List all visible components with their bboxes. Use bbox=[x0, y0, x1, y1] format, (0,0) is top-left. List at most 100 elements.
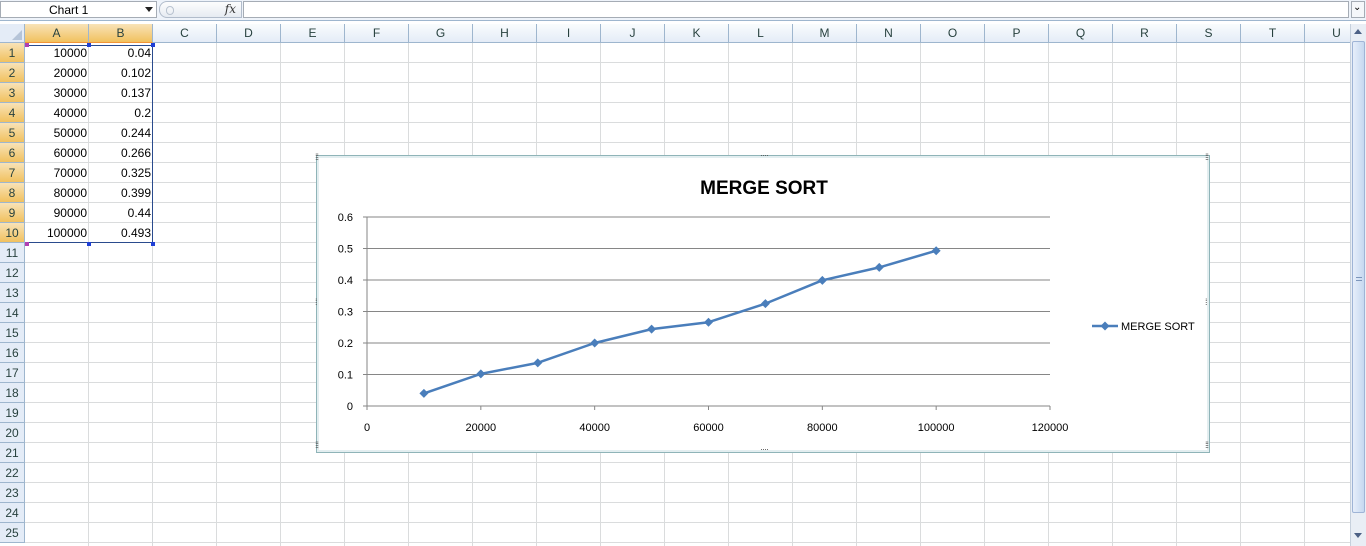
column-header-t[interactable]: T bbox=[1241, 24, 1305, 43]
cell-b9[interactable]: 0.44 bbox=[127, 206, 151, 220]
column-header-m[interactable]: M bbox=[793, 24, 857, 43]
formula-bar: Chart 1 fx ⌄ bbox=[0, 0, 1366, 21]
chart-object[interactable]: MERGE SORT 0 0.1 0.2 0.3 0.4 0.5 0.6 0 20000 40000… bbox=[315, 150, 1210, 454]
cell-b8[interactable]: 0.399 bbox=[120, 186, 151, 200]
cell-a1[interactable]: 10000 bbox=[53, 46, 87, 60]
insert-function-area: fx bbox=[159, 1, 242, 18]
row-header-18[interactable]: 18 bbox=[0, 383, 25, 403]
column-header-k[interactable]: K bbox=[665, 24, 729, 43]
column-header-q[interactable]: Q bbox=[1049, 24, 1113, 43]
y-tick-label: 0.3 bbox=[338, 307, 353, 319]
row-header-12[interactable]: 12 bbox=[0, 263, 25, 283]
row-header-13[interactable]: 13 bbox=[0, 283, 25, 303]
cell-a2[interactable]: 20000 bbox=[53, 66, 87, 80]
legend-marker bbox=[1100, 321, 1110, 331]
select-all-button[interactable] bbox=[0, 24, 25, 43]
row-header-7[interactable]: 7 bbox=[0, 163, 25, 183]
cell-a6[interactable]: 60000 bbox=[53, 146, 87, 160]
range-handle[interactable] bbox=[87, 242, 91, 246]
range-handle[interactable] bbox=[87, 43, 91, 47]
row-header-2[interactable]: 2 bbox=[0, 63, 25, 83]
cell-a4[interactable]: 40000 bbox=[53, 106, 87, 120]
column-header-b[interactable]: B bbox=[89, 24, 153, 43]
cell-a7[interactable]: 70000 bbox=[53, 166, 87, 180]
column-header-o[interactable]: O bbox=[921, 24, 985, 43]
column-header-s[interactable]: S bbox=[1177, 24, 1241, 43]
cell-b6[interactable]: 0.266 bbox=[120, 146, 151, 160]
chart-resize-handle[interactable]: ⁞⁞ bbox=[1205, 152, 1209, 162]
chart-resize-handle[interactable]: ⁞⁞ bbox=[1205, 440, 1209, 450]
range-handle[interactable] bbox=[151, 242, 155, 246]
cell-b10[interactable]: 0.493 bbox=[120, 226, 151, 240]
column-header-g[interactable]: G bbox=[409, 24, 473, 43]
selected-data-range bbox=[25, 45, 153, 243]
vertical-scrollbar[interactable] bbox=[1350, 24, 1366, 546]
cell-a3[interactable]: 30000 bbox=[53, 86, 87, 100]
row-header-17[interactable]: 17 bbox=[0, 363, 25, 383]
name-box[interactable]: Chart 1 bbox=[0, 1, 157, 18]
cell-a8[interactable]: 80000 bbox=[53, 186, 87, 200]
column-header-e[interactable]: E bbox=[281, 24, 345, 43]
row-header-22[interactable]: 22 bbox=[0, 463, 25, 483]
column-header-j[interactable]: J bbox=[601, 24, 665, 43]
column-header-d[interactable]: D bbox=[217, 24, 281, 43]
row-header-19[interactable]: 19 bbox=[0, 403, 25, 423]
column-header-c[interactable]: C bbox=[153, 24, 217, 43]
row-header-23[interactable]: 23 bbox=[0, 483, 25, 503]
data-point-2 bbox=[476, 369, 486, 379]
chart-resize-handle[interactable]: ⁞ bbox=[315, 297, 317, 307]
column-header-h[interactable]: H bbox=[473, 24, 537, 43]
insert-function-button[interactable]: fx bbox=[224, 2, 236, 16]
row-header-15[interactable]: 15 bbox=[0, 323, 25, 343]
expand-formula-bar-button[interactable]: ⌄ bbox=[1351, 1, 1365, 18]
scroll-down-icon[interactable] bbox=[1351, 528, 1366, 544]
scroll-thumb[interactable] bbox=[1352, 41, 1365, 513]
cell-b4[interactable]: 0.2 bbox=[134, 106, 151, 120]
range-handle[interactable] bbox=[25, 43, 29, 47]
row-header-10[interactable]: 10 bbox=[0, 223, 25, 243]
column-header-f[interactable]: F bbox=[345, 24, 409, 43]
range-handle[interactable] bbox=[25, 242, 29, 246]
row-header-16[interactable]: 16 bbox=[0, 343, 25, 363]
cell-a5[interactable]: 50000 bbox=[53, 126, 87, 140]
chart-resize-handle[interactable]: ···· bbox=[760, 150, 769, 160]
row-header-9[interactable]: 9 bbox=[0, 203, 25, 223]
cell-b5[interactable]: 0.244 bbox=[120, 126, 151, 140]
cell-b3[interactable]: 0.137 bbox=[120, 86, 151, 100]
resize-grip-icon[interactable] bbox=[166, 6, 174, 15]
row-header-25[interactable]: 25 bbox=[0, 523, 25, 543]
cell-b2[interactable]: 0.102 bbox=[120, 66, 151, 80]
row-header-24[interactable]: 24 bbox=[0, 503, 25, 523]
column-header-r[interactable]: R bbox=[1113, 24, 1177, 43]
row-header-5[interactable]: 5 bbox=[0, 123, 25, 143]
x-tick-label: 100000 bbox=[918, 422, 955, 434]
cell-b1[interactable]: 0.04 bbox=[127, 46, 151, 60]
data-point-5 bbox=[647, 324, 657, 334]
column-header-l[interactable]: L bbox=[729, 24, 793, 43]
chart-resize-handle[interactable]: ⁞⁞ bbox=[315, 152, 319, 162]
column-header-n[interactable]: N bbox=[857, 24, 921, 43]
name-box-dropdown-icon[interactable] bbox=[145, 7, 153, 12]
row-header-8[interactable]: 8 bbox=[0, 183, 25, 203]
series-line-merge-sort bbox=[423, 249, 937, 395]
cell-a9[interactable]: 90000 bbox=[53, 206, 87, 220]
column-header-i[interactable]: I bbox=[537, 24, 601, 43]
scroll-up-icon[interactable] bbox=[1351, 24, 1366, 40]
chart-resize-handle[interactable]: ⁞ bbox=[1205, 297, 1207, 307]
row-header-11[interactable]: 11 bbox=[0, 243, 25, 263]
cell-a10[interactable]: 100000 bbox=[46, 226, 87, 240]
chart-resize-handle[interactable]: ⁞⁞ bbox=[315, 440, 319, 450]
row-header-14[interactable]: 14 bbox=[0, 303, 25, 323]
row-header-3[interactable]: 3 bbox=[0, 83, 25, 103]
cell-b7[interactable]: 0.325 bbox=[120, 166, 151, 180]
column-header-p[interactable]: P bbox=[985, 24, 1049, 43]
row-header-20[interactable]: 20 bbox=[0, 423, 25, 443]
formula-input[interactable] bbox=[243, 1, 1349, 18]
row-header-4[interactable]: 4 bbox=[0, 103, 25, 123]
row-header-6[interactable]: 6 bbox=[0, 143, 25, 163]
row-header-1[interactable]: 1 bbox=[0, 43, 25, 63]
chart-resize-handle[interactable]: ···· bbox=[760, 444, 769, 454]
column-header-a[interactable]: A bbox=[25, 24, 89, 43]
range-handle[interactable] bbox=[151, 43, 155, 47]
row-header-21[interactable]: 21 bbox=[0, 443, 25, 463]
